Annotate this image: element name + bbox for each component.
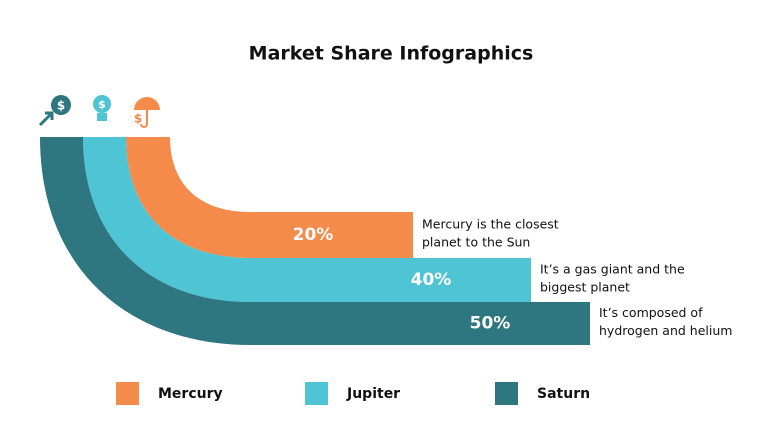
value-label: 40% [411,270,452,290]
bar [83,137,531,302]
value-label: 20% [293,225,334,245]
annotation: biggest planet [540,280,630,295]
legend-swatch [495,382,518,405]
annotation: It’s composed of [599,305,703,320]
legend-swatch [305,382,328,405]
bar [126,137,413,258]
annotation: Mercury is the closest [422,217,559,232]
svg-text:$: $ [57,99,65,113]
bar [40,137,590,345]
annotation: hydrogen and helium [599,323,732,338]
value-label: 50% [470,314,511,334]
chart-title: Market Share Infographics [249,43,534,65]
legend-swatch [116,382,139,405]
svg-text:$: $ [98,98,106,111]
legend-label: Jupiter [346,386,400,402]
legend-label: Mercury [158,386,223,402]
annotation: It’s a gas giant and the [540,262,685,277]
legend-label: Saturn [537,386,590,402]
icons: $ $ $ [38,95,160,128]
svg-text:$: $ [134,112,142,126]
annotation: planet to the Sun [422,235,530,250]
